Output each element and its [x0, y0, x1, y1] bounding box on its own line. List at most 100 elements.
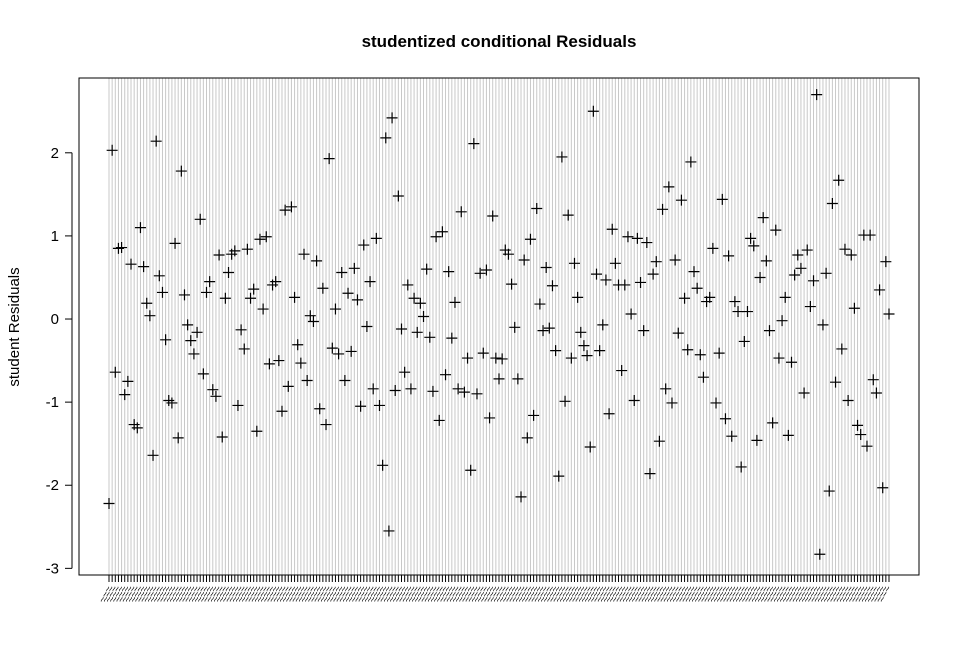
data-point — [446, 332, 458, 344]
data-point — [185, 335, 197, 347]
data-point — [150, 135, 162, 147]
data-point — [326, 342, 338, 354]
data-point — [276, 405, 288, 417]
data-point — [471, 388, 483, 400]
data-point — [317, 282, 329, 294]
data-point — [213, 249, 225, 261]
data-point — [257, 303, 269, 315]
data-point — [477, 347, 489, 359]
data-point — [786, 356, 797, 368]
data-point — [729, 296, 741, 308]
data-point — [433, 414, 445, 426]
data-point — [342, 287, 354, 299]
data-point — [679, 292, 691, 304]
data-point — [591, 268, 602, 280]
data-point — [169, 237, 181, 249]
data-point — [575, 326, 587, 338]
data-point — [248, 283, 260, 295]
data-point — [556, 151, 568, 163]
data-point — [506, 278, 518, 290]
data-point — [751, 434, 763, 446]
data-point — [399, 366, 411, 378]
data-point — [392, 190, 404, 202]
chart-title: studentized conditional Residuals — [362, 32, 637, 51]
data-point — [836, 343, 848, 355]
data-point — [660, 383, 672, 395]
data-point — [166, 397, 178, 409]
data-point — [587, 105, 599, 117]
data-point — [408, 292, 420, 304]
data-point — [263, 358, 275, 370]
data-point — [125, 258, 137, 270]
data-point — [480, 264, 492, 276]
data-point — [622, 231, 634, 243]
y-tick-label: -2 — [46, 477, 59, 494]
data-point — [880, 256, 892, 268]
data-point — [452, 383, 464, 395]
data-point — [870, 387, 882, 399]
data-point — [364, 276, 376, 288]
data-point — [383, 525, 395, 537]
data-point — [304, 310, 316, 322]
y-tick-label: -3 — [46, 560, 59, 577]
data-point — [219, 292, 231, 304]
data-point — [339, 375, 351, 387]
data-point — [430, 231, 442, 243]
data-point — [820, 267, 832, 279]
data-point — [713, 347, 725, 359]
data-point — [675, 194, 687, 206]
data-points — [103, 89, 895, 560]
data-point — [178, 289, 190, 301]
data-point — [493, 373, 505, 385]
data-point — [528, 409, 540, 421]
data-point — [877, 482, 889, 494]
data-point — [798, 387, 810, 399]
data-point — [543, 322, 555, 334]
data-point — [235, 324, 247, 336]
data-point — [314, 403, 326, 415]
y-tick-label: 0 — [51, 311, 59, 328]
data-point — [292, 339, 304, 351]
data-point — [468, 138, 480, 150]
data-point — [402, 279, 414, 291]
data-point — [289, 291, 301, 303]
data-point — [377, 459, 389, 471]
data-point — [172, 432, 184, 444]
data-point — [411, 326, 423, 338]
data-point — [518, 254, 530, 266]
data-point — [386, 112, 398, 124]
data-point — [204, 276, 216, 288]
data-point — [776, 315, 788, 327]
data-point — [153, 270, 165, 282]
data-point — [770, 224, 782, 236]
data-point — [581, 350, 593, 362]
data-point — [389, 384, 401, 396]
data-point — [260, 231, 272, 243]
data-point — [666, 397, 678, 409]
data-point — [182, 319, 194, 331]
data-point — [754, 271, 766, 283]
data-point — [688, 266, 700, 278]
data-point — [421, 263, 433, 275]
data-point — [207, 384, 219, 396]
data-point — [694, 349, 706, 361]
data-point — [405, 383, 417, 395]
y-axis: -3 -2 -1 0 1 2 — [46, 145, 73, 577]
data-point — [568, 257, 580, 269]
data-point — [719, 413, 731, 425]
data-point — [763, 325, 775, 337]
data-point — [811, 89, 823, 101]
data-point — [833, 174, 845, 186]
data-point — [440, 369, 452, 381]
data-point — [616, 365, 628, 377]
data-point — [484, 412, 496, 424]
data-point — [631, 232, 643, 244]
data-point — [116, 242, 128, 254]
data-point — [594, 345, 606, 357]
data-point — [487, 210, 499, 222]
data-point — [449, 296, 461, 308]
data-point — [669, 254, 681, 266]
data-point — [512, 373, 524, 385]
data-point — [424, 331, 436, 343]
data-point — [697, 371, 709, 383]
